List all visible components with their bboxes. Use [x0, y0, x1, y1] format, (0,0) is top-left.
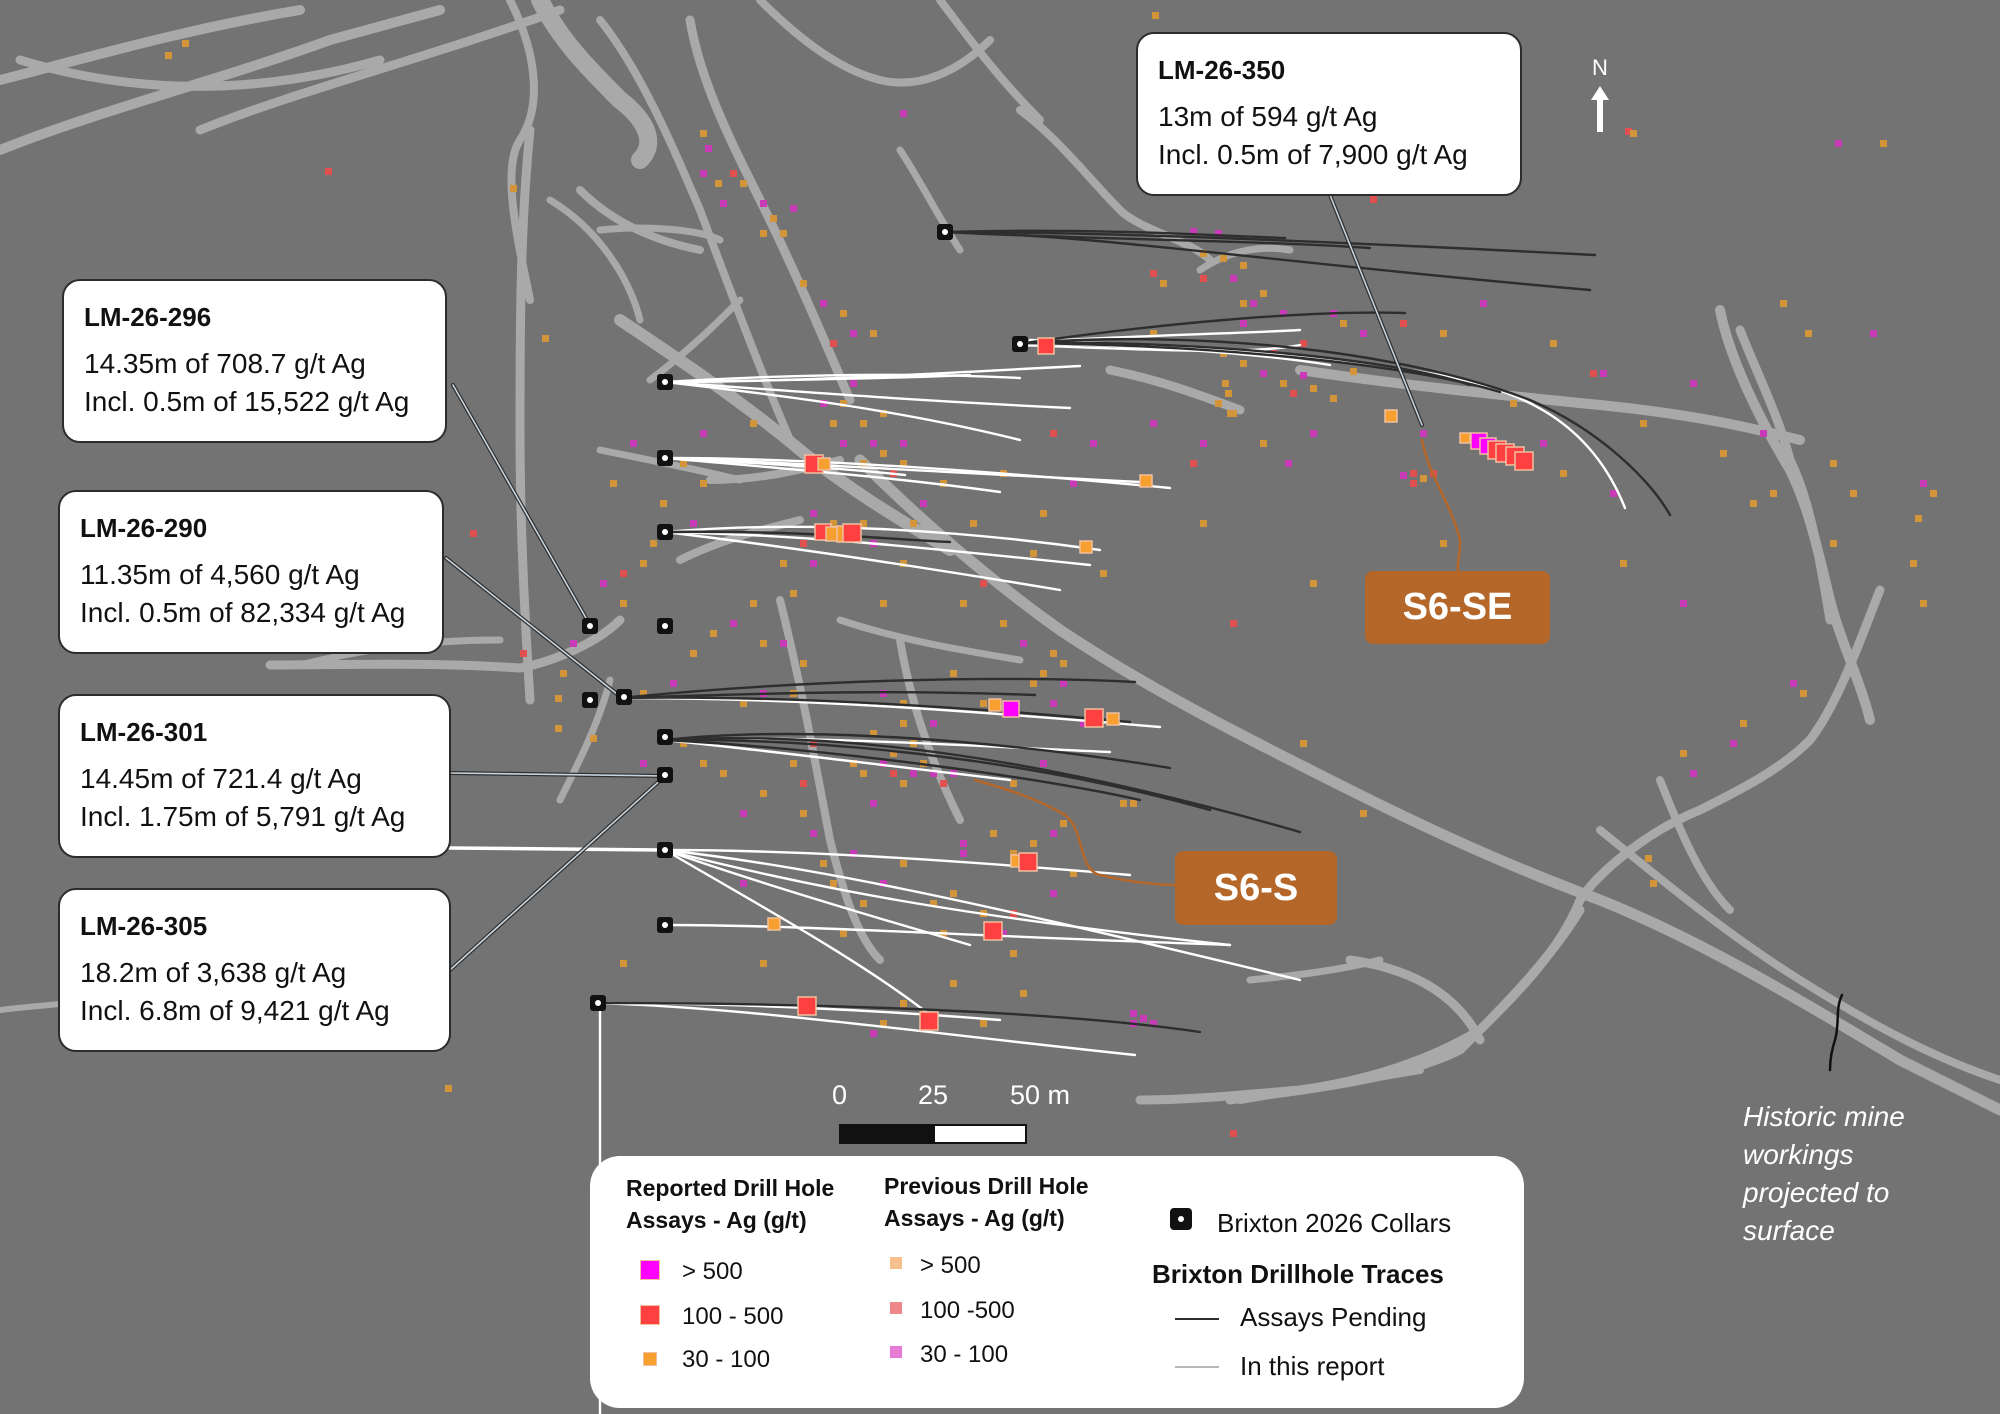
callout-interval: 14.35m of 708.7 g/t Ag: [84, 348, 366, 379]
legend-collar-icon: [1170, 1208, 1192, 1230]
callout-lm-26-296: LM-26-296 14.35m of 708.7 g/t Ag Incl. 0…: [62, 279, 447, 443]
historic-label-line: Historic mine: [1743, 1101, 1905, 1132]
collar: [590, 995, 606, 1011]
collar: [657, 524, 673, 540]
legend-previous-title: Previous Drill Hole Assays - Ag (g/t): [884, 1170, 1089, 1234]
collar: [657, 374, 673, 390]
collar: [1012, 336, 1028, 352]
callout-including: Incl. 0.5m of 82,334 g/t Ag: [80, 597, 406, 628]
callout-lm-26-305: LM-26-305 18.2m of 3,638 g/t Ag Incl. 6.…: [58, 888, 451, 1052]
legend-swatch-reported-30-100: [643, 1352, 657, 1366]
legend-reported-title: Reported Drill Hole Assays - Ag (g/t): [626, 1172, 834, 1236]
collar: [937, 224, 953, 240]
legend-reported-title-2: Assays - Ag (g/t): [626, 1207, 807, 1233]
callout-lm-26-350: LM-26-350 13m of 594 g/t Ag Incl. 0.5m o…: [1136, 32, 1522, 196]
historic-label-line: workings: [1743, 1139, 1854, 1170]
brixton-2026-collars: [582, 224, 1028, 1011]
collar: [657, 729, 673, 745]
scale-bar: [839, 1124, 1027, 1144]
scale-label-25: 25: [918, 1080, 949, 1110]
collar: [582, 692, 598, 708]
legend-swatch-previous-30-100: [890, 1346, 902, 1358]
north-arrow-icon: [1591, 86, 1609, 132]
collar: [657, 917, 673, 933]
scale-label-50: 50 m: [1010, 1080, 1071, 1110]
callout-including: Incl. 1.75m of 5,791 g/t Ag: [80, 801, 406, 832]
callout-hole-id: LM-26-296: [84, 302, 212, 332]
legend-line-pending: [1175, 1318, 1219, 1320]
scale-label-0: 0: [832, 1080, 848, 1110]
legend-label-reported-30-100: 30 - 100: [682, 1346, 771, 1373]
historic-label-line: projected to: [1743, 1177, 1890, 1208]
callout-hole-id: LM-26-290: [80, 513, 208, 543]
callout-lm-26-301: LM-26-301 14.45m of 721.4 g/t Ag Incl. 1…: [58, 694, 451, 858]
north-label: N: [1592, 55, 1608, 80]
zone-label-s6-se: S6-SE: [1365, 571, 1550, 644]
collar: [657, 450, 673, 466]
legend-label-in-report: In this report: [1240, 1351, 1385, 1381]
legend-traces-title: Brixton Drillhole Traces: [1152, 1259, 1444, 1289]
callout-including: Incl. 0.5m of 15,522 g/t Ag: [84, 386, 410, 417]
legend-reported-title-1: Reported Drill Hole: [626, 1175, 835, 1201]
collar: [582, 618, 598, 634]
callout-interval: 18.2m of 3,638 g/t Ag: [80, 957, 347, 988]
callout-hole-id: LM-26-350: [1158, 55, 1286, 85]
legend-previous-title-2: Assays - Ag (g/t): [884, 1205, 1065, 1231]
legend-label-pending: Assays Pending: [1240, 1302, 1427, 1332]
callout-leader-lines: [444, 193, 1844, 1072]
zone-label-s6-s: S6-S: [1175, 851, 1337, 925]
reported-drill-hole-assays: [767, 337, 1534, 1031]
historic-workings-label: Historic mine workings projected to surf…: [1743, 1098, 1905, 1250]
legend-label-reported-gt500: > 500: [682, 1258, 743, 1285]
callout-interval: 11.35m of 4,560 g/t Ag: [80, 559, 360, 590]
legend-previous-title-1: Previous Drill Hole: [884, 1173, 1089, 1199]
legend-line-in-report: [1175, 1366, 1219, 1368]
callout-interval: 13m of 594 g/t Ag: [1158, 101, 1378, 132]
legend-swatch-previous-100-500: [890, 1302, 902, 1314]
callout-hole-id: LM-26-305: [80, 911, 208, 941]
map-legend: Reported Drill Hole Assays - Ag (g/t) > …: [590, 1156, 1524, 1408]
callout-including: Incl. 6.8m of 9,421 g/t Ag: [80, 995, 390, 1026]
legend-label-previous-gt500: > 500: [920, 1252, 981, 1279]
legend-label-previous-100-500: 100 -500: [920, 1297, 1015, 1324]
north-indicator: N: [1588, 56, 1612, 80]
collar: [657, 842, 673, 858]
callout-hole-id: LM-26-301: [80, 717, 208, 747]
collar: [657, 767, 673, 783]
collar: [616, 689, 632, 705]
callout-including: Incl. 0.5m of 7,900 g/t Ag: [1158, 139, 1468, 170]
drillhole-traces-reported: [596, 328, 1627, 1414]
drillhole-traces-pending: [596, 229, 1672, 1034]
callout-interval: 14.45m of 721.4 g/t Ag: [80, 763, 362, 794]
legend-swatch-reported-100-500: [640, 1305, 660, 1325]
historic-mine-workings: [0, 0, 2000, 1116]
legend-swatch-reported-gt500: [640, 1260, 660, 1280]
legend-label-collars: Brixton 2026 Collars: [1217, 1208, 1452, 1238]
historic-label-line: surface: [1743, 1215, 1835, 1246]
legend-label-previous-30-100: 30 - 100: [920, 1341, 1009, 1368]
legend-swatch-previous-gt500: [890, 1257, 902, 1269]
legend-label-reported-100-500: 100 - 500: [682, 1303, 784, 1330]
collar: [657, 618, 673, 634]
callout-lm-26-290: LM-26-290 11.35m of 4,560 g/t Ag Incl. 0…: [58, 490, 444, 654]
